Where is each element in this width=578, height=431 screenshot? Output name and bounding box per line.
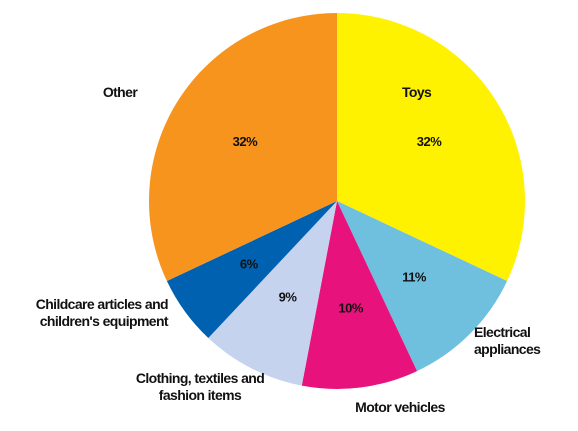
value-label: 32% — [233, 134, 258, 149]
pie-slice — [148, 13, 337, 282]
pie-slice — [337, 201, 508, 372]
category-label: Clothing, textiles and fashion items — [135, 370, 265, 403]
category-label: Toys — [402, 84, 432, 100]
value-label: 6% — [240, 257, 259, 272]
value-label: 9% — [279, 290, 298, 305]
pie-slice — [301, 201, 418, 390]
category-label: Other — [102, 84, 138, 100]
value-label: 10% — [338, 301, 363, 316]
pie-slice — [166, 201, 337, 339]
category-label: Childcare articles and children's equipm… — [35, 296, 169, 329]
category-label: Electrical appliances — [474, 324, 541, 357]
value-label: 32% — [417, 134, 442, 149]
pie-slice — [337, 13, 525, 282]
category-label: Motor vehicles — [355, 399, 445, 415]
pie-slice — [208, 201, 337, 386]
value-label: 11% — [402, 270, 427, 285]
